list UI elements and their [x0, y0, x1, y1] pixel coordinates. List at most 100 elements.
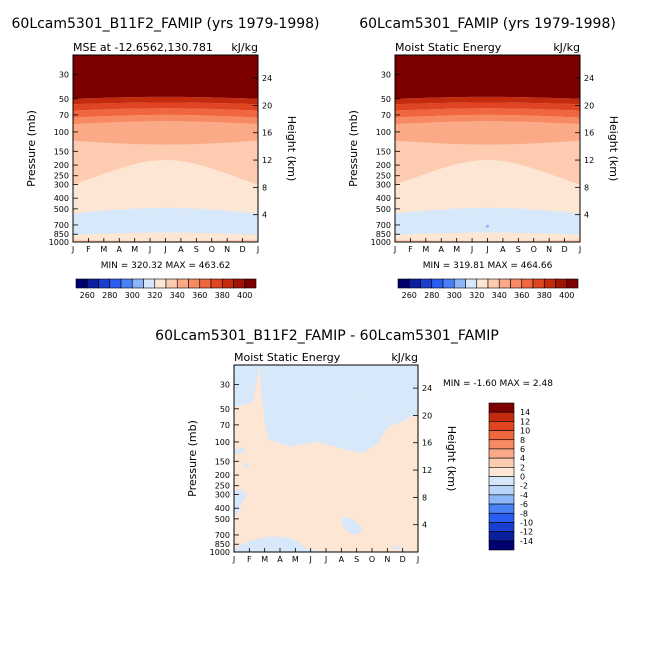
height-tick-label: 24: [262, 74, 272, 83]
month-tick-label: J: [393, 245, 396, 254]
contour-band-390: [73, 96, 258, 105]
contour-band-360: [395, 114, 580, 125]
month-tick-label: M: [261, 555, 268, 564]
month-tick-label: J: [578, 245, 581, 254]
colorbar-label: -12: [520, 528, 533, 537]
height-tick-label: 12: [584, 156, 594, 165]
colorbar-label: 8: [520, 436, 525, 445]
negative-region-left-b: [234, 489, 247, 517]
colorbar-swatch: [488, 457, 515, 468]
colorbar-label: -8: [520, 509, 528, 518]
negative-region-surface: [234, 536, 345, 552]
height-tick-label: 16: [262, 129, 272, 138]
height-tick-label: 12: [262, 156, 272, 165]
pressure-tick-label: 1000: [49, 238, 69, 247]
pressure-tick-label: 1000: [371, 238, 391, 247]
month-tick-label: J: [71, 245, 74, 254]
month-tick-label: D: [239, 245, 245, 254]
negative-region-upper: [259, 365, 418, 453]
month-tick-label: F: [86, 245, 91, 254]
pressure-tick-label: 700: [376, 221, 391, 230]
positive-notch: [344, 365, 391, 399]
month-tick-label: D: [400, 555, 406, 564]
colorbar-label: 320: [469, 291, 484, 300]
month-tick-label: S: [354, 555, 359, 564]
colorbar-swatch: [120, 278, 133, 289]
pressure-tick-label: 400: [215, 504, 230, 513]
colorbar-label: 260: [80, 291, 95, 300]
colorbar-swatch: [488, 503, 515, 514]
colorbar-label: 300: [125, 291, 140, 300]
colorbar-swatch: [488, 467, 515, 477]
contour-band-400: [395, 55, 580, 99]
month-tick-label: M: [131, 245, 138, 254]
pressure-tick-label: 100: [215, 438, 230, 447]
colorbar-label: 6: [520, 445, 525, 454]
month-tick-label: N: [546, 245, 552, 254]
colorbar-label: 10: [520, 427, 530, 436]
pressure-tick-label: 850: [376, 230, 391, 239]
contour-band-350: [395, 121, 580, 145]
pressure-tick-label: 200: [54, 161, 69, 170]
colorbar-label: 380: [537, 291, 552, 300]
height-tick-label: 16: [584, 129, 594, 138]
colorbar-swatch: [532, 278, 545, 289]
y-axis-label: Pressure (mb): [186, 420, 199, 497]
panel-title: 60Lcam5301_B11F2_FAMIP - 60Lcam5301_FAMI…: [155, 328, 499, 344]
panel-subtitle: Moist Static Energy: [234, 351, 341, 364]
pressure-tick-label: 300: [376, 180, 391, 189]
panel-subtitle: Moist Static Energy: [395, 41, 502, 54]
pressure-tick-label: 100: [54, 128, 69, 137]
height-tick-label: 20: [584, 101, 594, 110]
month-tick-label: J: [256, 245, 259, 254]
colorbar-swatch: [488, 476, 515, 486]
month-tick-label: F: [247, 555, 252, 564]
pressure-tick-label: 70: [59, 111, 69, 120]
panel-title: 60Lcam5301_B11F2_FAMIP (yrs 1979-1998): [12, 16, 320, 32]
height-tick-label: 20: [262, 101, 272, 110]
month-tick-label: J: [324, 555, 327, 564]
month-tick-label: F: [408, 245, 413, 254]
colorbar-swatch: [488, 402, 515, 413]
pressure-tick-label: 500: [54, 205, 69, 214]
contour-band-330: [395, 207, 580, 235]
colorbar-swatch: [188, 278, 201, 289]
colorbar-swatch: [165, 278, 178, 289]
panel-model-b11f2: 60Lcam5301_B11F2_FAMIP (yrs 1979-1998) 30…: [12, 16, 320, 300]
colorbar-label: 14: [520, 408, 530, 417]
contour-band-400: [73, 55, 258, 99]
panel-difference: 60Lcam5301_B11F2_FAMIP - 60Lcam5301_FAMI…: [155, 328, 553, 564]
y-axis-label: Pressure (mb): [25, 110, 38, 187]
colorbar-label: -6: [520, 500, 528, 509]
colorbar-label: 280: [102, 291, 117, 300]
month-tick-label: J: [485, 245, 488, 254]
y2-axis-label: Height (km): [445, 426, 458, 492]
colorbar-swatch: [210, 278, 223, 289]
colorbar-swatch: [488, 485, 515, 496]
colorbar-swatch: [488, 430, 515, 441]
panel-units: kJ/kg: [231, 41, 258, 54]
field: [395, 55, 580, 242]
pressure-tick-label: 250: [215, 482, 230, 491]
month-tick-label: A: [117, 245, 123, 254]
colorbar-label: 2: [520, 463, 525, 472]
height-tick-label: 8: [262, 183, 267, 192]
month-tick-label: J: [308, 555, 311, 564]
min-max-label: MIN = 320.32 MAX = 463.62: [101, 261, 231, 271]
negative-spot: [243, 461, 249, 468]
month-tick-label: J: [148, 245, 151, 254]
colorbar-label: -14: [520, 537, 533, 546]
colorbar-label: 400: [559, 291, 574, 300]
colorbar-swatch: [431, 278, 444, 289]
colorbar-swatch: [176, 278, 189, 289]
month-tick-label: M: [292, 555, 299, 564]
colorbar-swatch: [408, 278, 421, 289]
colorbar-label: 12: [520, 417, 530, 426]
colorbar-swatch: [154, 278, 167, 289]
month-tick-label: A: [178, 245, 184, 254]
colorbar-swatch: [510, 278, 523, 289]
pressure-tick-label: 300: [54, 180, 69, 189]
colorbar-swatch: [465, 278, 478, 289]
y-axis-label: Pressure (mb): [347, 110, 360, 187]
